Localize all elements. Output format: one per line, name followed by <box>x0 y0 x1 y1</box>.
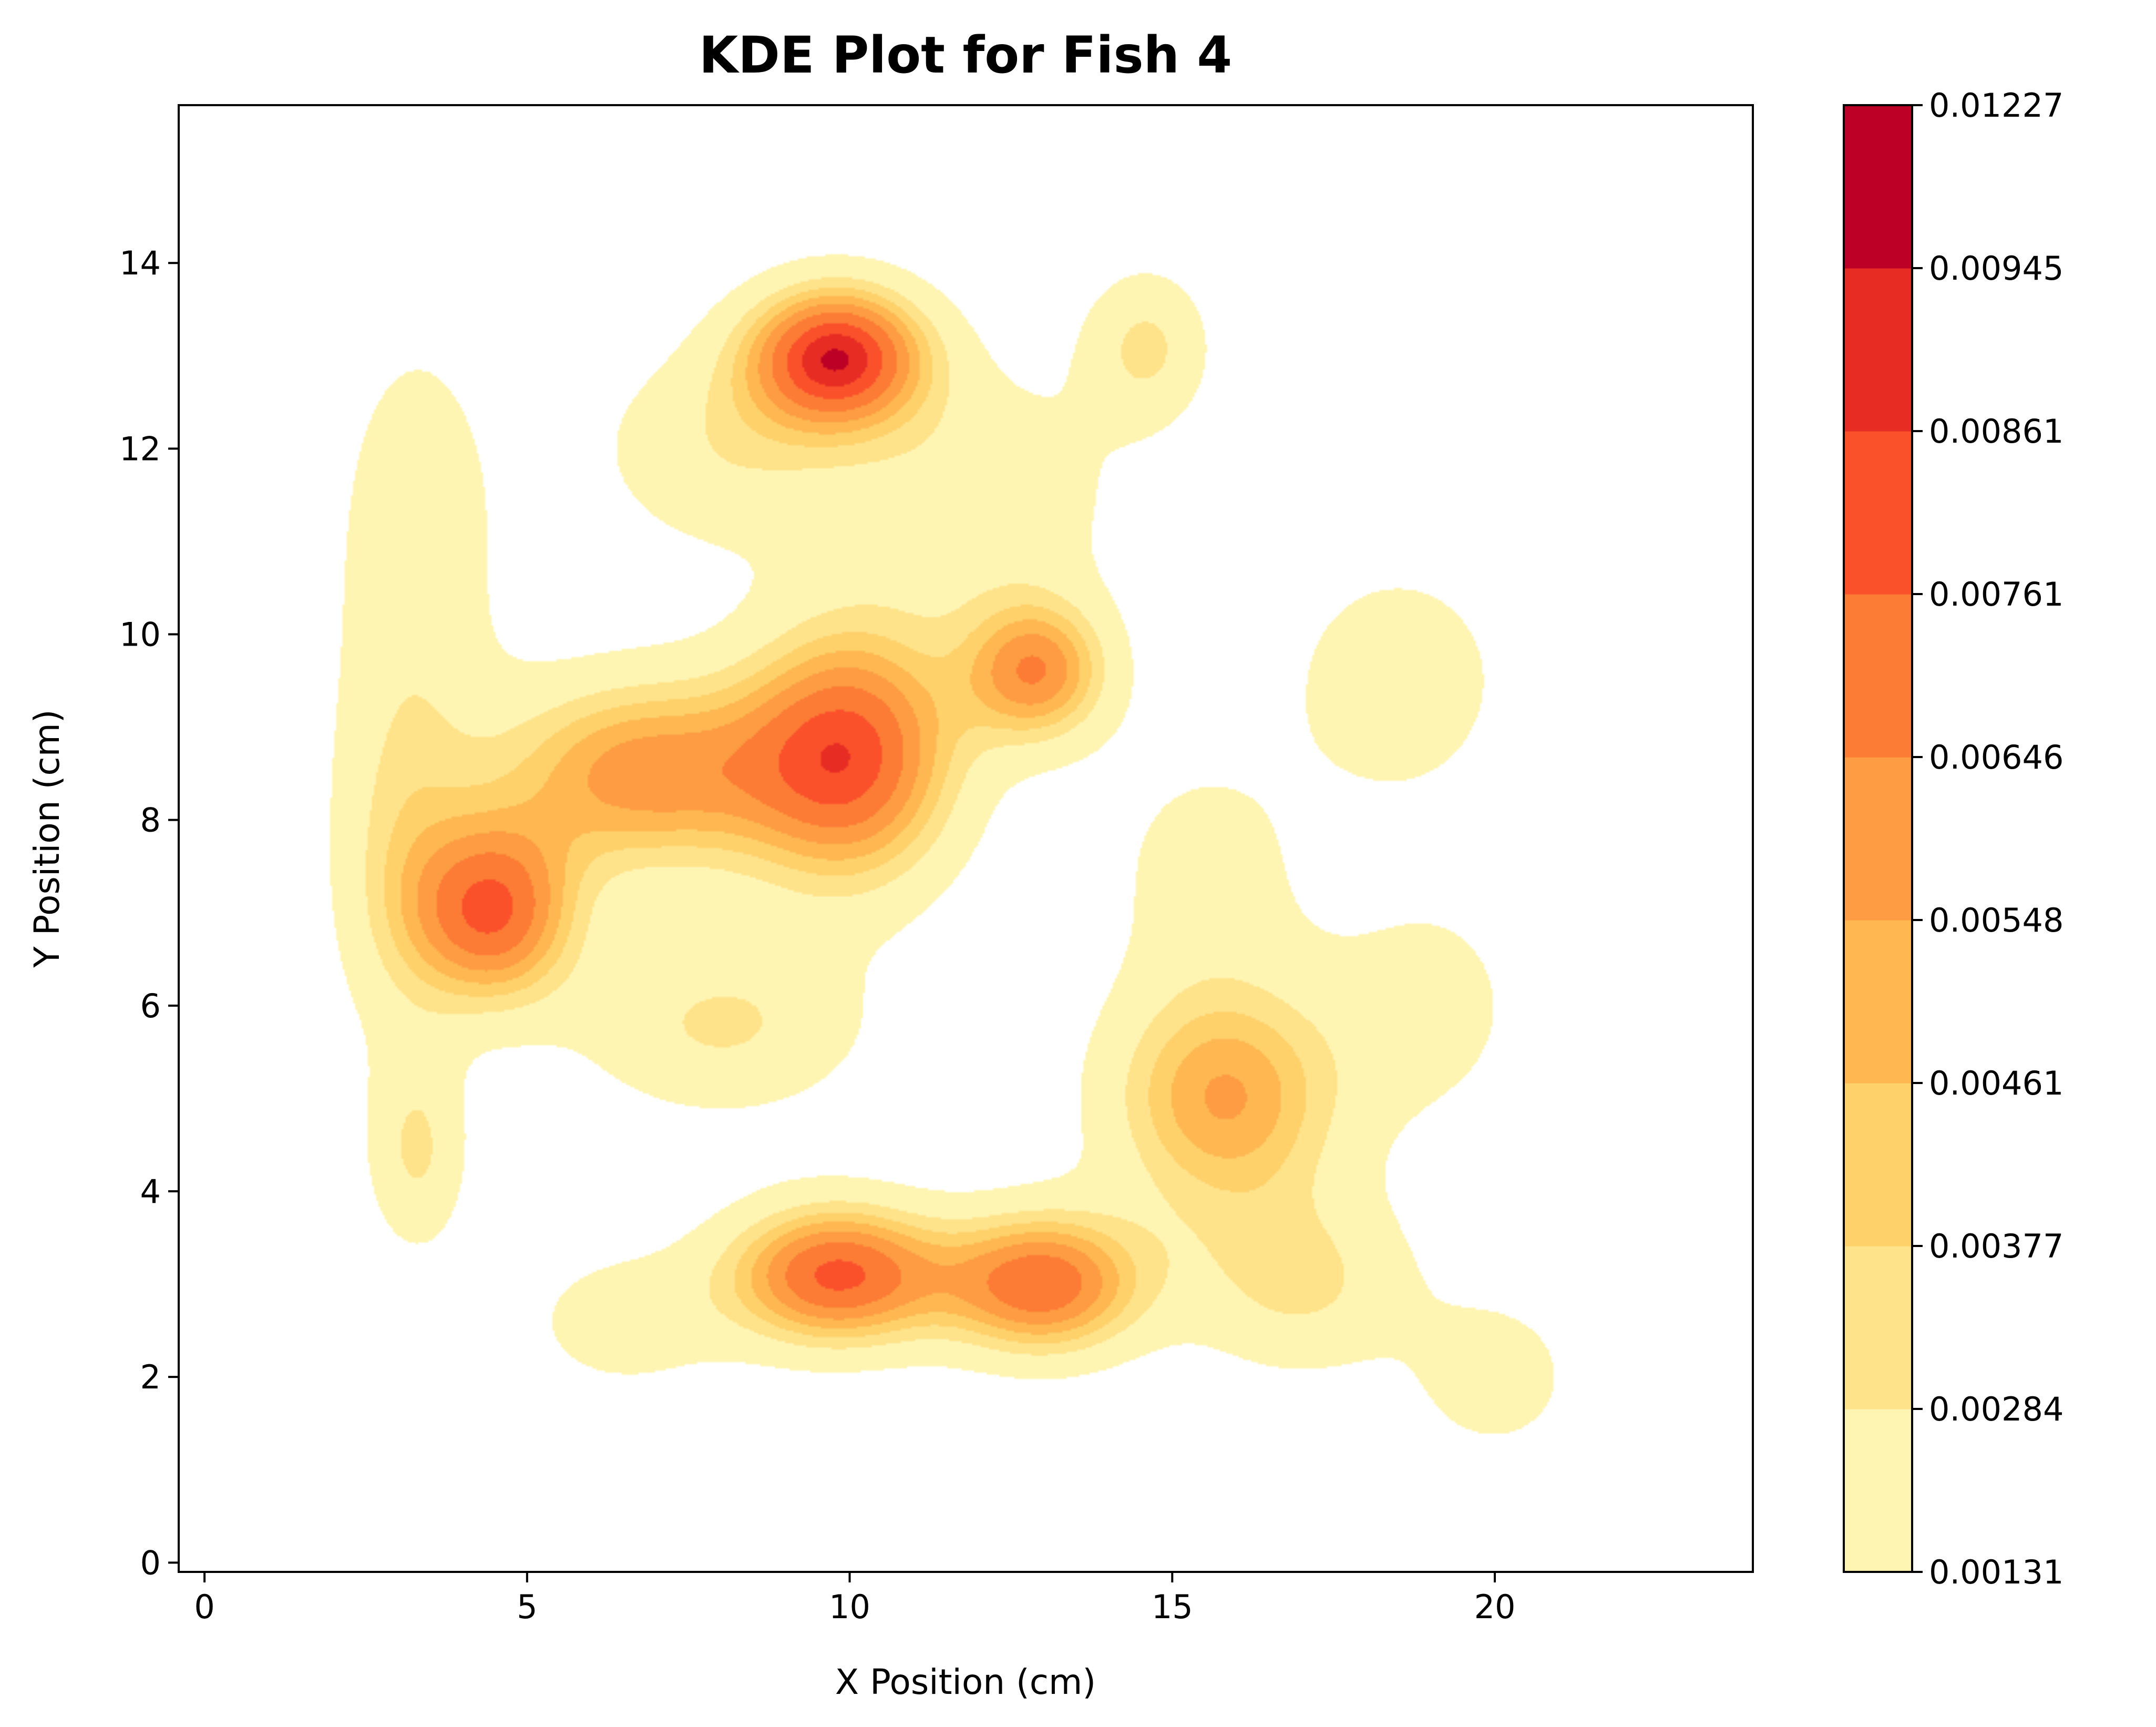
y-tick-label: 14 <box>119 244 161 282</box>
y-tick-label: 2 <box>140 1358 161 1396</box>
colorbar-segment <box>1844 105 1912 269</box>
colorbar-segment <box>1844 1083 1912 1246</box>
x-tick-label: 10 <box>829 1588 870 1626</box>
x-axis-label: X Position (cm) <box>835 1662 1096 1702</box>
y-axis-label: Y Position (cm) <box>27 709 67 968</box>
colorbar: 0.00131 0.00284 0.00377 0.00461 0.00548 0.006… <box>1843 86 2063 1591</box>
y-axis: 0 2 4 6 8 10 12 14 <box>119 244 179 1582</box>
plot-frame <box>178 104 1754 1573</box>
x-axis: 0 5 10 15 20 <box>194 1572 1515 1626</box>
y-tick-label: 12 <box>119 430 161 468</box>
y-tick-label: 8 <box>140 801 161 840</box>
y-tick-label: 4 <box>140 1172 161 1211</box>
x-tick-label: 5 <box>517 1588 537 1626</box>
kde-density-contours <box>179 105 1753 1572</box>
colorbar-tick-label: 0.01227 <box>1929 86 2063 125</box>
colorbar-segment <box>1844 1246 1912 1409</box>
y-tick-label: 10 <box>119 616 161 654</box>
x-tick-label: 15 <box>1152 1588 1193 1626</box>
x-tick-label: 20 <box>1474 1588 1516 1626</box>
colorbar-tick-label: 0.00377 <box>1929 1227 2063 1265</box>
colorbar-tick-label: 0.00761 <box>1929 575 2063 614</box>
colorbar-tick-label: 0.00131 <box>1929 1553 2063 1591</box>
y-tick-label: 0 <box>140 1544 161 1582</box>
x-tick-label: 0 <box>194 1588 214 1626</box>
colorbar-segment <box>1844 431 1912 595</box>
colorbar-tick-label: 0.00945 <box>1929 249 2063 288</box>
colorbar-frame <box>1843 104 1913 1573</box>
colorbar-tick-label: 0.00861 <box>1929 412 2063 451</box>
plot-area <box>178 104 1754 1573</box>
colorbar-tick-label: 0.00461 <box>1929 1064 2063 1102</box>
colorbar-tick-label: 0.00548 <box>1929 901 2063 939</box>
chart-title: KDE Plot for Fish 4 <box>699 26 1232 85</box>
colorbar-tick-label: 0.00646 <box>1929 738 2063 776</box>
y-tick-label: 6 <box>140 987 161 1025</box>
colorbar-segment <box>1844 594 1912 758</box>
colorbar-tick-label: 0.00284 <box>1929 1390 2063 1428</box>
colorbar-segment <box>1844 757 1912 921</box>
colorbar-segment <box>1844 1409 1912 1572</box>
colorbar-segment <box>1844 268 1912 432</box>
colorbar-segment <box>1844 920 1912 1084</box>
